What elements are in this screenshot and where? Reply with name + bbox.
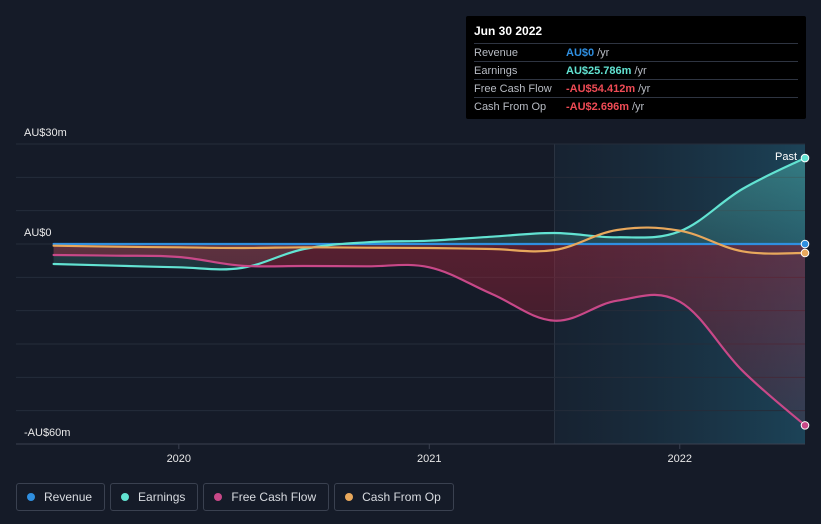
legend-dot-icon: [345, 493, 354, 501]
tooltip-label: Revenue: [474, 46, 519, 59]
end-marker-cash-from-op: [800, 248, 810, 258]
tooltip-value: -AU$2.696m: [566, 100, 629, 113]
tooltip-row-free-cash-flow: Free Cash Flow -AU$54.412m /yr: [474, 79, 798, 97]
area-earnings: [53, 158, 806, 270]
end-marker-revenue: [800, 239, 810, 249]
end-marker-earnings: [800, 153, 810, 163]
line-free-cash-flow: [52, 253, 807, 427]
tooltip-row-revenue: Revenue AU$0 /yr: [474, 43, 798, 61]
legend-dot-icon: [214, 493, 223, 501]
x-tick-label: 2020: [167, 453, 191, 465]
x-tick-label: 2021: [417, 453, 441, 465]
tooltip-value: AU$0: [566, 46, 595, 59]
end-marker-free-cash-flow: [800, 421, 810, 430]
legend-label: Cash From Op: [362, 490, 441, 504]
tooltip-value: -AU$54.412m: [566, 82, 636, 95]
area-free-cash-flow: [53, 244, 806, 426]
legend-dot-icon: [27, 493, 35, 501]
legend-label: Earnings: [138, 490, 186, 504]
legend: Revenue Earnings Free Cash Flow Cash Fro…: [16, 483, 454, 511]
y-tick-label: AU$0: [24, 227, 52, 239]
tooltip-unit: /yr: [597, 46, 610, 59]
tooltip-row-earnings: Earnings AU$25.786m /yr: [474, 61, 798, 79]
tooltip-date: Jun 30 2022: [474, 24, 543, 38]
tooltip-unit: /yr: [638, 82, 651, 95]
x-tick-label: 2022: [668, 453, 692, 465]
tooltip-label: Earnings: [474, 64, 518, 77]
y-tick-label: AU$30m: [24, 127, 67, 139]
legend-label: Free Cash Flow: [231, 490, 317, 504]
legend-item-earnings[interactable]: Earnings: [110, 483, 199, 511]
tooltip-value: AU$25.786m: [566, 64, 632, 77]
legend-item-cash-from-op[interactable]: Cash From Op: [334, 483, 454, 511]
legend-item-revenue[interactable]: Revenue: [16, 483, 106, 511]
tooltip-unit: /yr: [631, 100, 645, 113]
legend-label: Revenue: [44, 490, 93, 504]
tooltip: Jun 30 2022 Revenue AU$0 /yr Earnings AU…: [466, 16, 806, 119]
y-tick-label: -AU$60m: [24, 427, 70, 439]
tooltip-row-cash-from-op: Cash From Op -AU$2.696m /yr: [474, 97, 798, 115]
tooltip-label: Free Cash Flow: [474, 82, 552, 95]
line-cash-from-op: [52, 226, 807, 255]
past-label: Past: [775, 151, 797, 163]
tooltip-unit: /yr: [634, 64, 647, 77]
legend-dot-icon: [121, 493, 130, 501]
legend-item-free-cash-flow[interactable]: Free Cash Flow: [203, 483, 330, 511]
tooltip-label: Cash From Op: [474, 100, 547, 113]
